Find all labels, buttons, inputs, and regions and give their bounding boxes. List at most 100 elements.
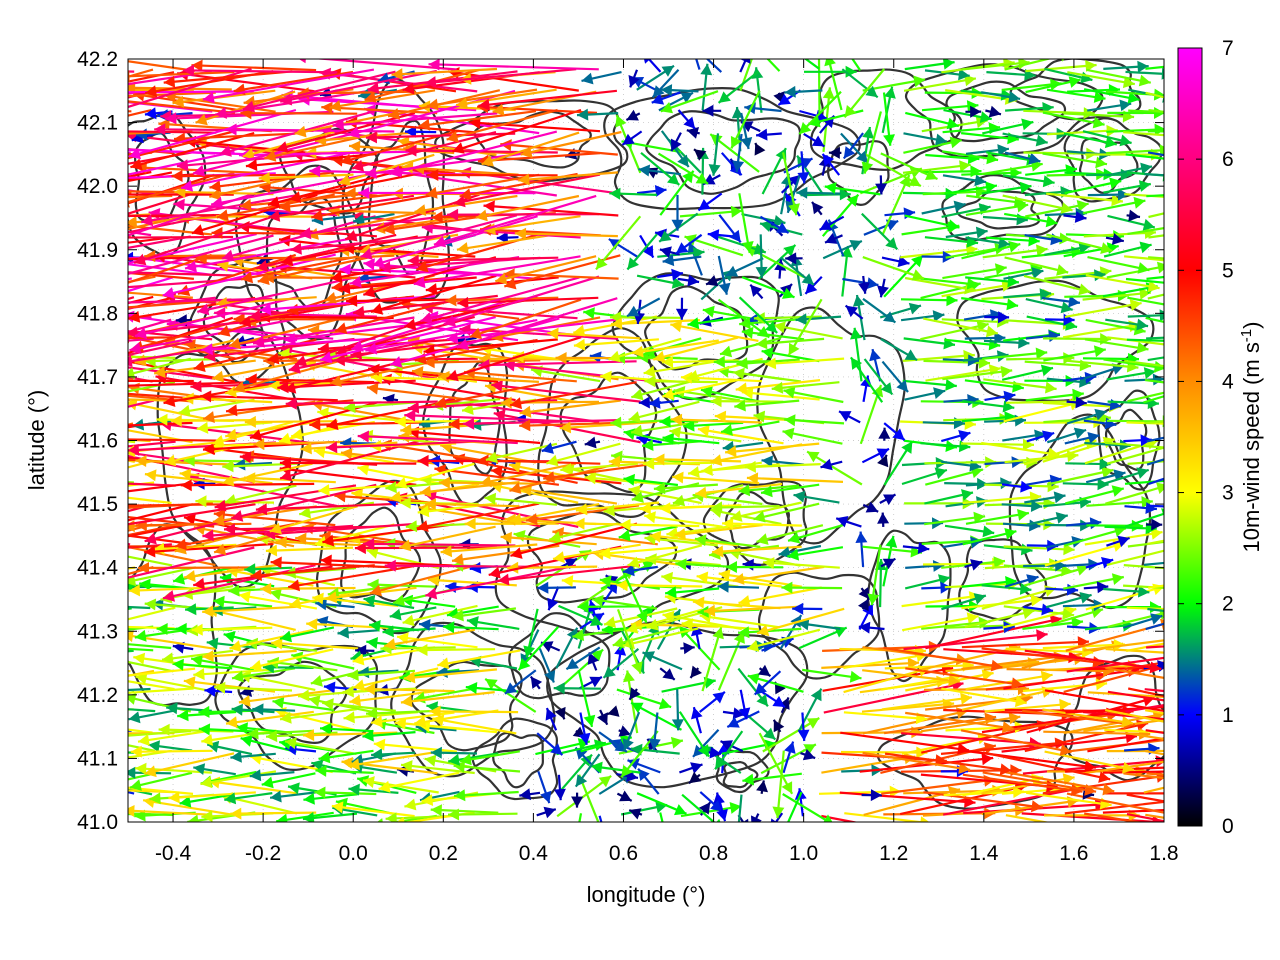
wind-vector-head	[448, 753, 460, 766]
wind-vector-head	[281, 254, 294, 267]
wind-vector	[821, 814, 859, 822]
wind-vector	[644, 380, 718, 384]
wind-vector-head	[761, 455, 773, 468]
wind-vector-head	[1042, 175, 1055, 188]
wind-vector-head	[643, 457, 655, 470]
wind-vector-head	[662, 432, 675, 445]
wind-vector-head	[781, 581, 793, 594]
wind-vector	[1084, 439, 1159, 465]
wind-vector-head	[244, 415, 256, 428]
wind-vector-head	[394, 717, 407, 730]
wind-vector-head	[226, 716, 238, 729]
wind-vector-head	[443, 621, 455, 634]
wind-vector	[1023, 439, 1097, 466]
wind-vector	[334, 298, 457, 333]
wind-vector-head	[175, 538, 187, 551]
contour-line	[315, 479, 442, 635]
wind-vector-head	[144, 598, 157, 611]
wind-vector	[595, 215, 642, 271]
wind-vector-head	[407, 401, 420, 414]
wind-vector	[1126, 813, 1164, 822]
wind-vector-head	[1095, 670, 1107, 683]
wind-vector-head	[698, 802, 711, 815]
wind-vector	[416, 502, 540, 530]
wind-vector	[961, 654, 1066, 671]
wind-vector	[756, 607, 845, 635]
wind-vector	[128, 100, 236, 114]
wind-vector-head	[413, 276, 426, 289]
wind-vector-head	[443, 315, 457, 327]
wind-vector	[739, 59, 748, 73]
wind-vector-head	[202, 650, 214, 663]
wind-vector-head	[1031, 267, 1044, 279]
wind-vector	[647, 59, 662, 73]
wind-vector-head	[280, 630, 292, 643]
wind-vector-head	[782, 427, 795, 440]
wind-vector	[923, 687, 1030, 691]
wind-vector-head	[353, 213, 365, 226]
wind-vector	[314, 131, 419, 142]
wind-vector-head	[652, 85, 665, 98]
wind-vector-head	[1153, 360, 1164, 373]
wind-vector-head	[363, 258, 375, 271]
wind-vector	[905, 667, 1023, 686]
wind-vector	[1148, 477, 1164, 485]
wind-vector-head	[688, 466, 700, 478]
wind-vector	[365, 709, 437, 715]
wind-vector-head	[370, 371, 383, 384]
wind-vector-head	[623, 473, 635, 486]
wind-vector-head	[970, 536, 982, 549]
wind-vector	[1148, 109, 1164, 113]
wind-vector	[128, 482, 176, 487]
wind-vector	[622, 627, 699, 647]
wind-vector-head	[520, 146, 533, 158]
wind-vector	[755, 337, 825, 346]
wind-vector	[128, 788, 153, 796]
wind-vector	[429, 710, 519, 714]
wind-vector-head	[191, 224, 205, 236]
wind-vector-head	[245, 159, 258, 172]
wind-vector-head	[315, 535, 328, 548]
wind-vector	[1004, 59, 1053, 71]
wind-vector	[821, 661, 920, 669]
wind-vector-head	[523, 645, 535, 658]
wind-vector-head	[267, 352, 280, 365]
wind-vector-head	[309, 165, 321, 178]
wind-vector-head	[1079, 592, 1092, 604]
wind-vector-head	[1019, 181, 1032, 194]
wind-vector-head	[214, 499, 227, 512]
wind-vector-head	[776, 222, 789, 233]
wind-vector-head	[1068, 295, 1080, 308]
wind-vector	[338, 153, 435, 185]
wind-vector-head	[267, 196, 281, 208]
wind-vector-head	[660, 84, 673, 97]
wind-vector-head	[1072, 388, 1084, 401]
wind-vector	[649, 534, 739, 547]
wind-vector-head	[1040, 670, 1053, 683]
wind-vector-head	[134, 253, 147, 266]
wind-vector-head	[1092, 656, 1105, 668]
wind-vector-head	[649, 530, 662, 543]
wind-vector-head	[1068, 76, 1081, 88]
wind-vector-head	[504, 277, 517, 290]
wind-vector-head	[907, 657, 919, 670]
wind-vector-head	[1059, 744, 1072, 756]
wind-vector-head	[144, 545, 156, 558]
wind-vector-head	[870, 789, 882, 802]
wind-vector-head	[547, 597, 559, 611]
wind-vector-head	[285, 397, 297, 410]
wind-vector	[902, 615, 979, 632]
wind-vector-head	[317, 342, 330, 355]
wind-vector-head	[662, 388, 675, 400]
wind-vector-head	[659, 230, 672, 242]
wind-vector-head	[581, 72, 594, 85]
wind-vector	[981, 441, 1060, 457]
wind-vector	[128, 171, 235, 204]
wind-vector-head	[973, 511, 986, 524]
wind-vector-head	[756, 533, 769, 545]
wind-vector-head	[1056, 264, 1069, 276]
wind-vector-head	[584, 472, 597, 485]
wind-vector-head	[896, 379, 908, 392]
wind-vector	[773, 324, 843, 340]
wind-vector-head	[144, 107, 157, 120]
